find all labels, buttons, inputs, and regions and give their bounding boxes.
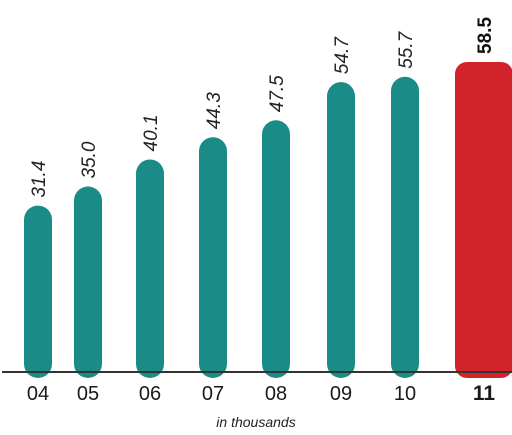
unit-note: in thousands (216, 414, 296, 430)
x-tick-label: 06 (139, 383, 161, 405)
bar-08 (262, 120, 290, 378)
value-labels: 31.4 35.0 40.1 44.3 47.5 54.7 55.7 58.5 (29, 17, 496, 198)
x-tick-label: 08 (265, 383, 287, 405)
value-label: 31.4 (29, 161, 50, 198)
bar-05 (74, 186, 102, 378)
bar-11 (455, 61, 512, 378)
bar-10 (391, 76, 419, 378)
x-tick-label: 09 (330, 383, 352, 405)
value-label: 55.7 (396, 30, 417, 68)
bars (24, 61, 512, 378)
value-label: 47.5 (267, 75, 288, 112)
value-label: 58.5 (475, 17, 496, 54)
x-tick-label: 05 (77, 383, 99, 405)
x-tick-labels: 04 05 06 07 08 09 10 11 (27, 382, 496, 405)
x-tick-label: 10 (394, 383, 416, 405)
x-tick-label: 11 (473, 382, 496, 405)
bar-09 (327, 82, 355, 378)
value-label: 54.7 (332, 36, 353, 74)
bar-04 (24, 205, 52, 378)
bar-06 (136, 159, 164, 378)
value-label: 40.1 (141, 114, 162, 151)
value-label: 35.0 (79, 141, 100, 178)
value-label: 44.3 (204, 92, 225, 129)
x-tick-label: 07 (202, 383, 224, 405)
x-tick-label: 04 (27, 383, 49, 405)
bar-07 (199, 137, 227, 378)
